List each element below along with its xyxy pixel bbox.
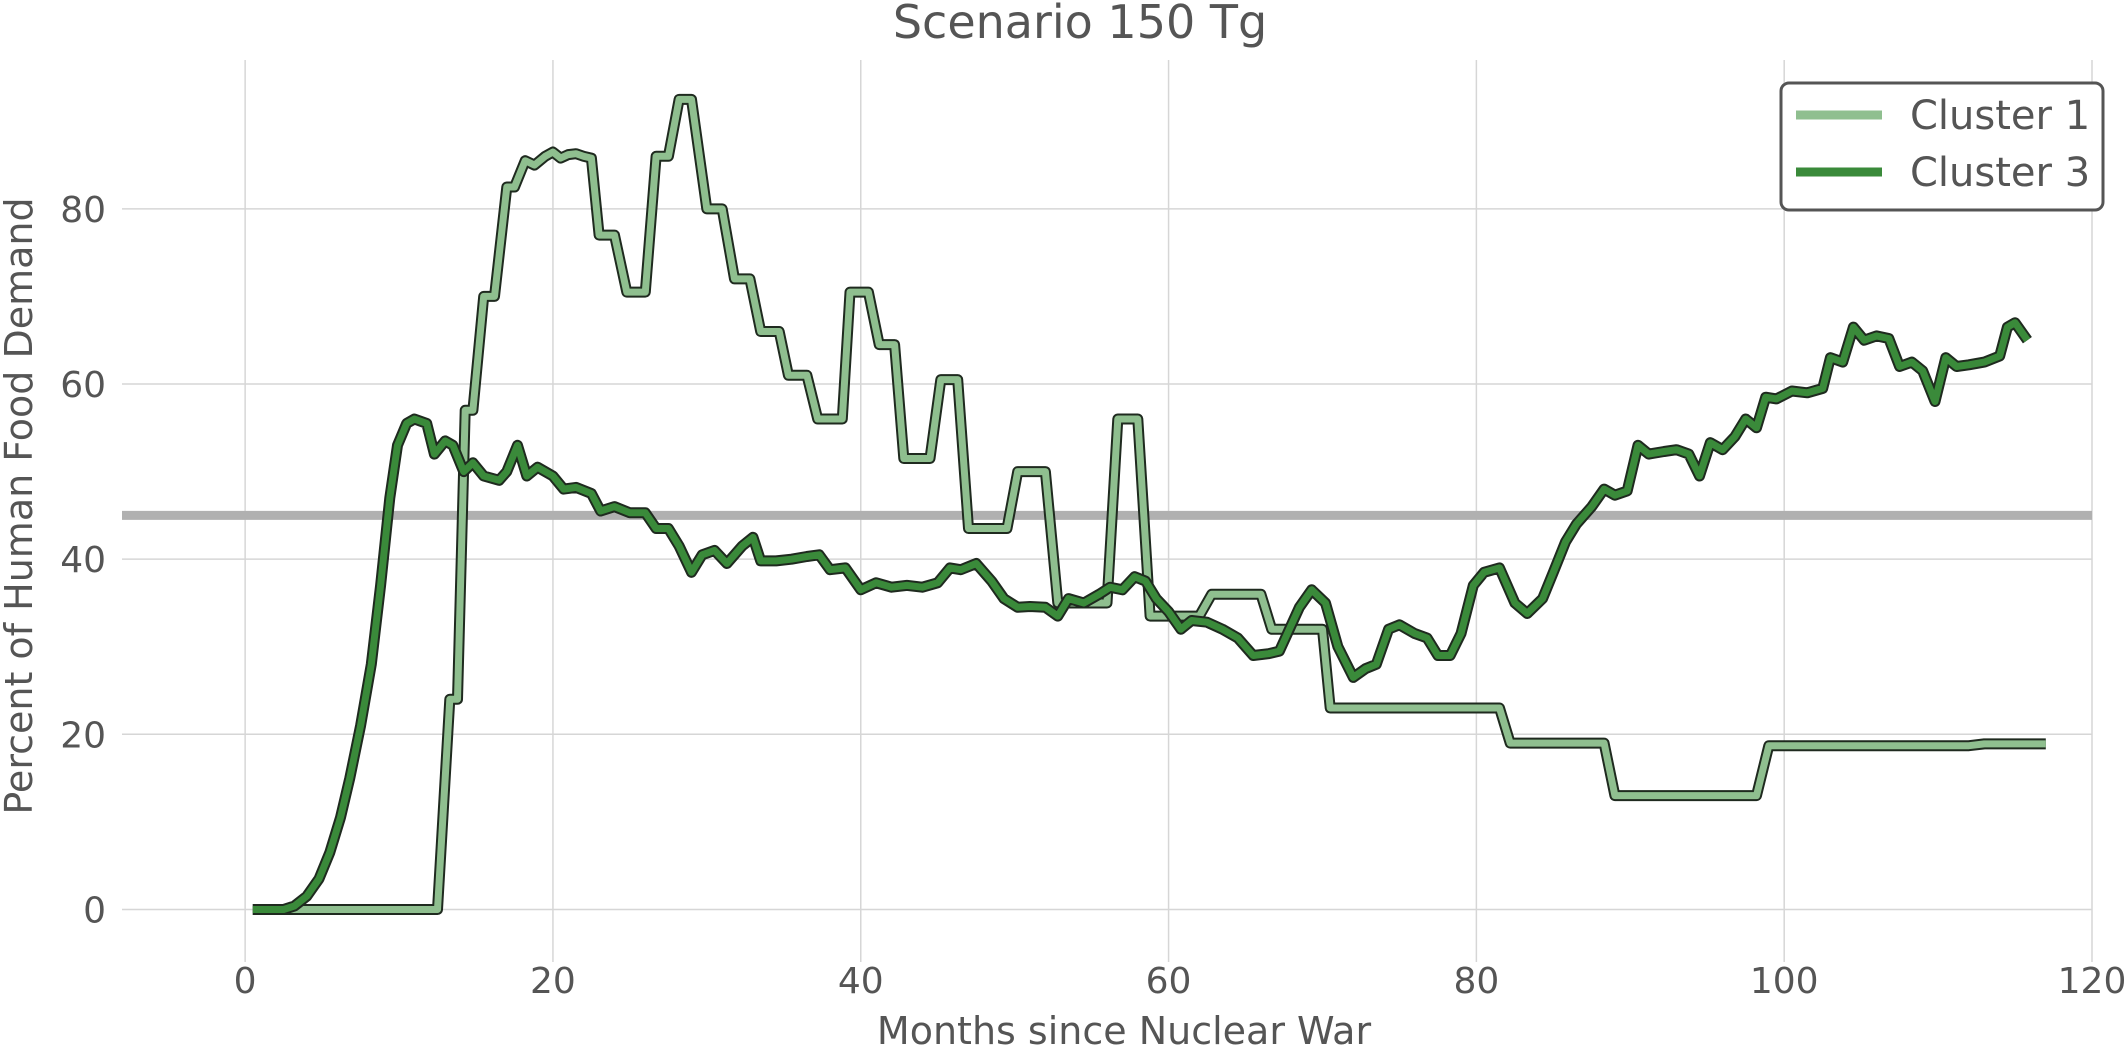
y-axis-title: Percent of Human Food Demand: [0, 197, 41, 814]
legend-label-cluster-3: Cluster 3: [1910, 150, 2090, 196]
series-outline-cluster-1: [252, 93, 2046, 915]
y-tick-label: 80: [60, 190, 106, 231]
legend-label-cluster-1: Cluster 1: [1910, 93, 2090, 139]
chart-title: Scenario 150 Tg: [893, 0, 1267, 49]
x-tick-label: 100: [1750, 961, 1819, 1002]
series-line-cluster-3: [252, 319, 2031, 913]
tick-labels: 0 20 40 60 80 100 120 0 20 40 60 80: [60, 190, 2126, 1002]
series-line-cluster-1: [252, 95, 2046, 913]
y-tick-label: 40: [60, 540, 106, 581]
x-tick-label: 60: [1146, 961, 1192, 1002]
x-tick-label: 40: [838, 961, 884, 1002]
x-tick-label: 0: [234, 961, 257, 1002]
x-tick-label: 120: [2058, 961, 2127, 1002]
series-layer: [252, 93, 2046, 915]
x-axis-title: Months since Nuclear War: [877, 1009, 1372, 1051]
legend: Cluster 1 Cluster 3: [1779, 81, 2105, 212]
x-tick-label: 80: [1453, 961, 1499, 1002]
y-tick-label: 0: [83, 890, 106, 931]
y-tick-label: 60: [60, 365, 106, 406]
y-tick-label: 20: [60, 715, 106, 756]
x-tick-label: 20: [530, 961, 576, 1002]
